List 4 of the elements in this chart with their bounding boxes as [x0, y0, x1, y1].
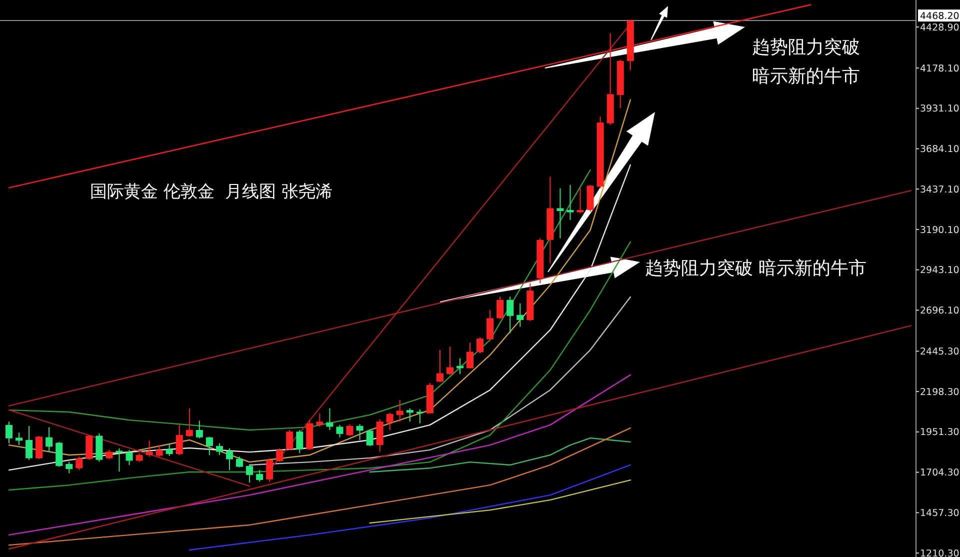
annotation: 暗示新的牛市: [752, 66, 860, 87]
annotation: 趋势阻力突破 暗示新的牛市: [645, 258, 867, 279]
annotation: 趋势阻力突破: [752, 37, 860, 58]
title: 国际黄金 伦敦金 月线图 张尧浠: [90, 182, 333, 202]
